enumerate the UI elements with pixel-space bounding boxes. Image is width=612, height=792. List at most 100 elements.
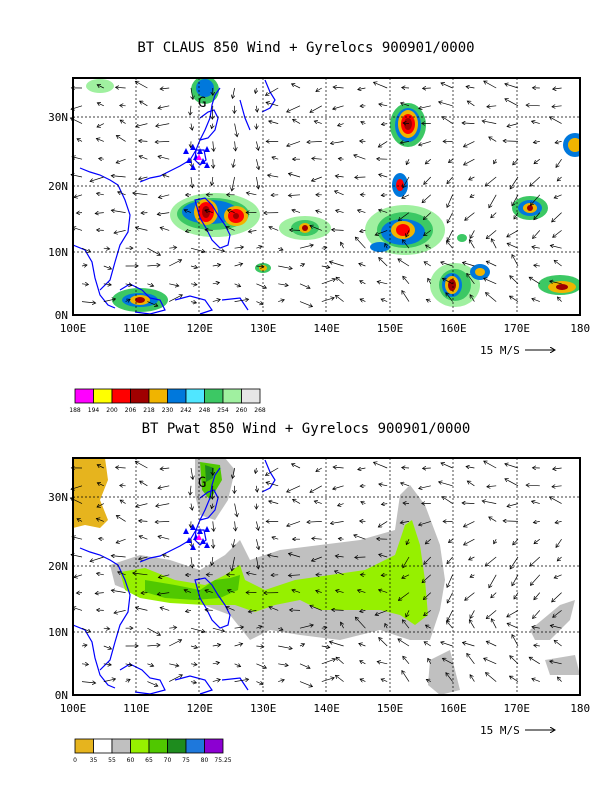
wind-vector [557, 556, 562, 561]
wind-vector [235, 141, 236, 151]
y-tick-label: 20N [48, 560, 68, 573]
wind-vector [114, 610, 126, 613]
wind-vector [233, 539, 235, 547]
wind-vector [266, 482, 279, 487]
wind-vector [419, 141, 431, 145]
wind-vector [441, 642, 453, 647]
wind-vector [256, 105, 257, 112]
y-tick-label: 10N [48, 246, 68, 259]
wind-vector [81, 664, 88, 665]
wind-vector [398, 259, 410, 267]
y-tick-label: 20N [48, 180, 68, 193]
wind-vector [355, 237, 366, 249]
wind-vector [212, 299, 220, 301]
wind-vector [278, 300, 284, 302]
wind-vector [299, 625, 313, 629]
panel2-frame [72, 457, 581, 696]
wind-vector [191, 159, 192, 167]
wind-vector [147, 627, 160, 635]
wind-vector [510, 656, 519, 665]
wind-vector [169, 664, 179, 666]
wind-vector [338, 158, 344, 159]
y-tick-label: 30N [48, 111, 68, 124]
wind-vector [557, 677, 562, 682]
wind-vector [333, 485, 344, 489]
wind-vector [423, 592, 432, 600]
panel2-legend: 0 35 55 60 65 70 75 80 75.25 [73, 738, 232, 764]
wind-vector [190, 646, 198, 648]
wind-vector [135, 607, 148, 611]
wind-vector [81, 265, 87, 266]
wind-vector [425, 538, 432, 544]
x-tick-label: 180 [570, 322, 590, 335]
wind-vector [268, 555, 279, 557]
wind-vector [489, 517, 497, 522]
wind-vector [556, 539, 562, 547]
wind-vector [426, 299, 431, 301]
wind-vector [288, 553, 301, 558]
panel1-legend: 188 194 200 206 218 230 242 248 254 260 268 [69, 388, 266, 414]
wind-vector [310, 485, 322, 493]
wind-vector [401, 103, 410, 107]
wind-vector [310, 105, 322, 113]
wind-vector [402, 240, 410, 249]
wind-vector [491, 239, 497, 249]
wind-vector [321, 627, 327, 628]
wind-vector [424, 642, 431, 647]
wind-vector [256, 646, 263, 647]
wind-vector [447, 176, 453, 184]
wind-vector [442, 117, 453, 124]
wind-vector [190, 284, 197, 285]
legend-label: 35 [90, 757, 98, 764]
wind-vector [378, 141, 388, 147]
wind-vector [190, 664, 197, 665]
panel1-title: BT CLAUS 850 Wind + Gyrelocs 900901/0000 [137, 40, 475, 56]
wind-vector [266, 102, 279, 107]
wind-vector [385, 624, 387, 629]
wind-vector [190, 485, 191, 495]
wind-vector [360, 299, 366, 302]
wind-vector [190, 682, 196, 683]
wind-vector [553, 88, 562, 89]
wind-vector [462, 262, 475, 267]
wind-vector [299, 663, 310, 669]
wind-vector [379, 590, 388, 593]
wind-vector [442, 278, 453, 285]
wind-vector [77, 519, 83, 522]
wind-vector [425, 245, 431, 248]
wind-vector [255, 467, 256, 473]
wind-vector [406, 539, 409, 544]
wind-vector [272, 537, 279, 539]
legend-label: 242 [180, 407, 192, 414]
wind-vector [358, 210, 366, 213]
wind-vector [212, 265, 221, 266]
legend-swatch [111, 738, 131, 754]
wind-vector [482, 121, 497, 124]
wind-vector [439, 102, 453, 107]
wind-vector [338, 124, 344, 126]
wind-vector [550, 117, 562, 124]
legend-label: 65 [145, 757, 153, 764]
wind-vector [316, 590, 322, 592]
wind-vector [118, 572, 126, 576]
wind-vector [447, 592, 453, 603]
wind-vector [341, 242, 344, 249]
wind-vector [358, 468, 366, 470]
wind-vector [379, 104, 388, 106]
wind-vector [532, 627, 540, 628]
wind-vector [228, 210, 235, 213]
wind-vector [428, 278, 431, 284]
wind-vector [139, 141, 148, 142]
wind-vector [321, 646, 330, 647]
wind-vector [255, 87, 256, 93]
wind-vector [307, 141, 322, 142]
wind-vector [269, 607, 279, 611]
x-tick-label: 100E [60, 702, 87, 715]
wind-vector [332, 610, 344, 611]
wind-vector [398, 212, 410, 221]
wind-vector [526, 485, 540, 486]
wind-vector [234, 284, 241, 287]
wind-vector [169, 627, 176, 628]
legend-swatch [74, 388, 94, 404]
wind-vector [554, 574, 562, 578]
